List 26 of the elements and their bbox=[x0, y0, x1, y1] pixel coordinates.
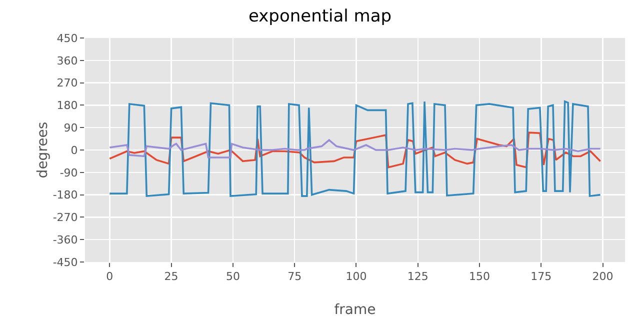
x-tick-label: 25 bbox=[164, 270, 178, 284]
x-axis-title: frame bbox=[334, 302, 376, 318]
x-tick-label: 200 bbox=[592, 270, 614, 284]
x-tick-label: 175 bbox=[530, 270, 552, 284]
y-tick-label: -360 bbox=[52, 233, 78, 246]
y-tick-label: 90 bbox=[64, 121, 78, 134]
y-tick-label: -270 bbox=[52, 211, 78, 224]
y-tick-label: -180 bbox=[52, 188, 78, 202]
y-tick-label: -450 bbox=[52, 256, 78, 269]
y-tick-label: -90 bbox=[60, 166, 78, 180]
y-axis-title: degrees bbox=[35, 122, 51, 178]
y-tick-label: 270 bbox=[56, 76, 78, 90]
x-tick-label: 50 bbox=[226, 270, 240, 284]
x-tick-label: 125 bbox=[407, 270, 428, 284]
y-tick-label: 450 bbox=[56, 32, 78, 45]
y-tick-label: 360 bbox=[56, 54, 78, 68]
line-series bbox=[108, 139, 602, 158]
x-tick-label: 150 bbox=[469, 270, 490, 284]
line-series bbox=[108, 132, 602, 168]
y-tick-label: 180 bbox=[56, 99, 78, 112]
chart-title: exponential map bbox=[248, 6, 392, 26]
line-series bbox=[108, 100, 602, 197]
x-tick-label: 0 bbox=[106, 270, 114, 284]
y-tick-label: 0 bbox=[70, 144, 78, 157]
x-tick-label: 100 bbox=[346, 270, 367, 284]
x-tick-label: 75 bbox=[288, 270, 302, 284]
